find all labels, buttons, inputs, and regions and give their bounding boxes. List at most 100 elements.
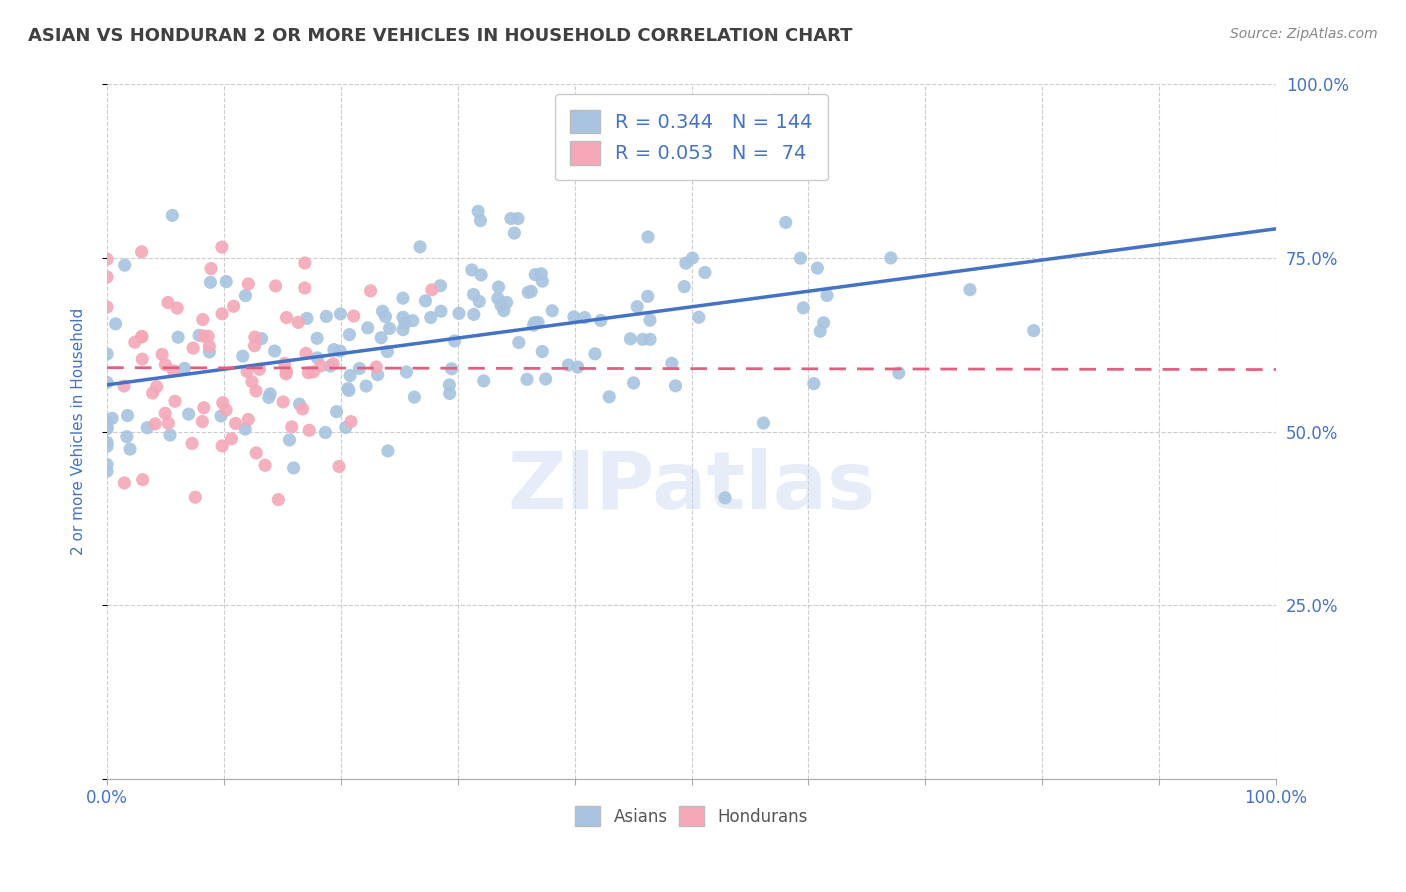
Point bbox=[222, 299, 245, 313]
Point bbox=[150, 347, 173, 361]
Point bbox=[443, 334, 465, 348]
Point bbox=[96, 420, 118, 434]
Point bbox=[557, 358, 579, 372]
Point bbox=[96, 464, 118, 478]
Point bbox=[233, 422, 256, 436]
Point bbox=[693, 265, 716, 279]
Point bbox=[439, 378, 461, 392]
Point bbox=[96, 252, 118, 267]
Point bbox=[278, 433, 301, 447]
Point bbox=[238, 412, 260, 426]
Point bbox=[472, 374, 495, 388]
Point bbox=[714, 491, 737, 505]
Point bbox=[488, 280, 510, 294]
Point bbox=[470, 268, 492, 282]
Point bbox=[492, 303, 515, 318]
Point bbox=[263, 344, 285, 359]
Point bbox=[115, 430, 138, 444]
Point bbox=[623, 376, 645, 390]
Point bbox=[339, 327, 361, 342]
Point bbox=[96, 439, 118, 453]
Point bbox=[163, 394, 186, 409]
Point bbox=[267, 492, 290, 507]
Point bbox=[470, 213, 492, 227]
Point bbox=[117, 409, 139, 423]
Point bbox=[673, 279, 696, 293]
Point bbox=[377, 444, 399, 458]
Point bbox=[283, 461, 305, 475]
Y-axis label: 2 or more Vehicles in Household: 2 or more Vehicles in Household bbox=[72, 308, 86, 556]
Point bbox=[789, 252, 811, 266]
Point bbox=[257, 391, 280, 405]
Point bbox=[429, 278, 451, 293]
Point bbox=[461, 263, 484, 277]
Point bbox=[162, 364, 184, 378]
Point bbox=[520, 285, 543, 299]
Point bbox=[193, 329, 215, 343]
Point bbox=[468, 294, 491, 309]
Legend: Asians, Hondurans: Asians, Hondurans bbox=[568, 799, 814, 833]
Point bbox=[167, 330, 190, 344]
Point bbox=[157, 416, 180, 430]
Point bbox=[243, 330, 266, 344]
Point bbox=[583, 347, 606, 361]
Point bbox=[112, 379, 135, 393]
Point bbox=[439, 386, 461, 401]
Point bbox=[271, 395, 294, 409]
Point bbox=[156, 295, 179, 310]
Point bbox=[792, 301, 814, 315]
Point bbox=[173, 361, 195, 376]
Point bbox=[191, 312, 214, 326]
Point bbox=[184, 490, 207, 504]
Point bbox=[162, 208, 184, 222]
Point bbox=[287, 315, 309, 329]
Point bbox=[392, 291, 415, 305]
Point bbox=[112, 475, 135, 490]
Point bbox=[96, 422, 118, 436]
Point bbox=[96, 270, 118, 285]
Point bbox=[238, 277, 260, 291]
Point bbox=[887, 366, 910, 380]
Point bbox=[322, 343, 344, 357]
Point bbox=[280, 420, 302, 434]
Point bbox=[335, 420, 357, 434]
Point bbox=[523, 316, 546, 330]
Text: ASIAN VS HONDURAN 2 OR MORE VEHICLES IN HOUSEHOLD CORRELATION CHART: ASIAN VS HONDURAN 2 OR MORE VEHICLES IN … bbox=[28, 27, 852, 45]
Point bbox=[517, 285, 540, 300]
Point bbox=[516, 372, 538, 386]
Point bbox=[495, 295, 517, 310]
Point bbox=[131, 352, 153, 367]
Point bbox=[104, 317, 127, 331]
Point bbox=[298, 423, 321, 437]
Point bbox=[243, 339, 266, 353]
Point bbox=[467, 204, 489, 219]
Point bbox=[276, 310, 298, 325]
Point bbox=[225, 417, 247, 431]
Point bbox=[288, 397, 311, 411]
Point bbox=[155, 358, 177, 372]
Point bbox=[131, 330, 153, 344]
Point bbox=[114, 258, 136, 272]
Point bbox=[166, 301, 188, 315]
Point bbox=[402, 314, 425, 328]
Point bbox=[215, 403, 238, 417]
Point bbox=[661, 356, 683, 370]
Point bbox=[340, 415, 363, 429]
Point bbox=[136, 421, 159, 435]
Point bbox=[664, 379, 686, 393]
Point bbox=[531, 274, 554, 288]
Point bbox=[302, 365, 325, 379]
Point bbox=[366, 359, 388, 374]
Point bbox=[211, 395, 233, 409]
Point bbox=[96, 300, 118, 314]
Point bbox=[440, 361, 463, 376]
Point bbox=[131, 329, 153, 343]
Point bbox=[626, 300, 648, 314]
Point bbox=[541, 303, 564, 318]
Point bbox=[276, 364, 298, 378]
Point bbox=[430, 304, 453, 318]
Point bbox=[339, 368, 361, 383]
Point bbox=[360, 284, 382, 298]
Point bbox=[349, 361, 371, 376]
Point bbox=[96, 458, 118, 472]
